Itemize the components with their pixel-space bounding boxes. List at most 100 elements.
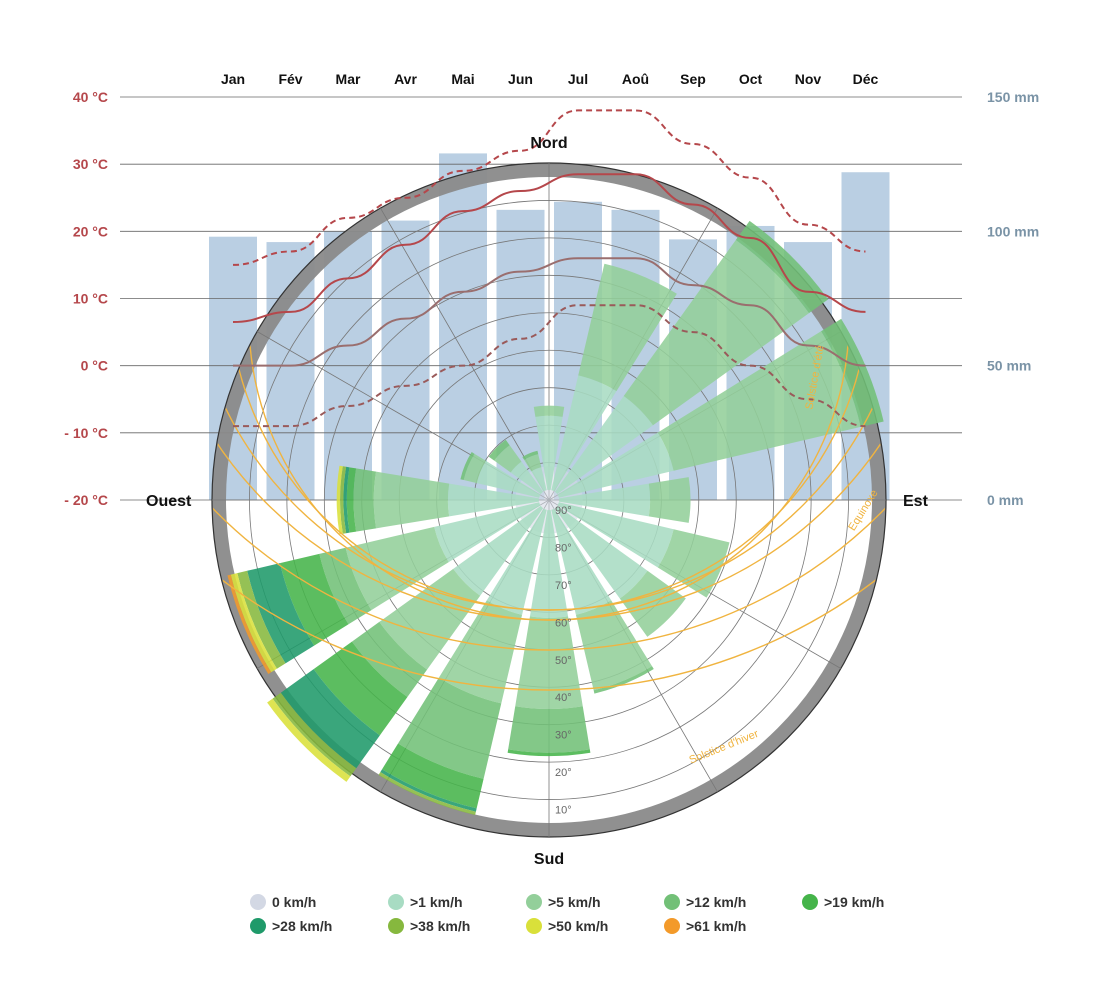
wind-sector bbox=[486, 508, 547, 615]
wind-sector bbox=[247, 563, 315, 664]
wind-sector bbox=[447, 483, 540, 517]
month-label: Nov bbox=[795, 71, 822, 87]
temperature-tick-label: - 20 °C bbox=[64, 492, 108, 508]
month-label: Jul bbox=[568, 71, 588, 87]
wind-sector bbox=[313, 641, 408, 736]
legend-swatch bbox=[526, 894, 542, 910]
sun-path-disc bbox=[211, 162, 887, 838]
wind-rose bbox=[227, 220, 884, 815]
wind-sector bbox=[336, 465, 343, 535]
wind-sector bbox=[280, 669, 380, 769]
wind-sector bbox=[494, 445, 522, 473]
legend-label: >61 km/h bbox=[686, 918, 747, 934]
altitude-label: 30° bbox=[555, 730, 572, 742]
wind-sector bbox=[398, 677, 502, 779]
wind-sector bbox=[554, 396, 653, 495]
sun-path bbox=[213, 164, 885, 691]
wind-sector bbox=[438, 600, 523, 704]
wind-sector bbox=[558, 483, 651, 517]
month-label: Jun bbox=[508, 71, 533, 87]
wind-sector bbox=[657, 529, 730, 598]
wind-sector bbox=[531, 467, 547, 492]
altitude-label: 50° bbox=[555, 655, 572, 667]
sun-path bbox=[213, 164, 885, 651]
precip-bar bbox=[381, 220, 430, 500]
legend-item: >61 km/h bbox=[664, 918, 746, 934]
legend-swatch bbox=[664, 894, 680, 910]
wind-sector bbox=[557, 502, 674, 568]
wind-sector bbox=[378, 772, 476, 815]
wind-sector bbox=[272, 692, 357, 777]
wind-sector bbox=[351, 621, 428, 698]
temperature-tick-label: 20 °C bbox=[73, 223, 108, 239]
wind-sector bbox=[460, 452, 475, 480]
altitude-label: 60° bbox=[555, 617, 572, 629]
wind-sector bbox=[267, 698, 351, 782]
temperature-tick-label: 10 °C bbox=[73, 291, 108, 307]
altitude-label: 20° bbox=[555, 767, 572, 779]
wind-sector bbox=[340, 466, 347, 534]
wind-sector bbox=[380, 769, 477, 812]
temperature-line bbox=[233, 257, 866, 367]
wind-sector bbox=[578, 263, 677, 392]
temperature-line bbox=[233, 304, 866, 428]
wind-sector bbox=[821, 318, 884, 427]
wind-sector bbox=[319, 547, 372, 625]
wind-sector bbox=[463, 453, 486, 484]
wind-sector bbox=[554, 505, 648, 599]
wind-sector bbox=[510, 461, 544, 495]
wind-sector bbox=[476, 460, 541, 498]
wind-sector bbox=[557, 432, 674, 498]
west-label: Ouest bbox=[146, 493, 192, 510]
legend-swatch bbox=[526, 918, 542, 934]
precipitation-tick-label: 100 mm bbox=[987, 223, 1039, 239]
legend-item: >28 km/h bbox=[250, 918, 332, 934]
legend-label: >50 km/h bbox=[548, 918, 609, 934]
wind-sector bbox=[345, 526, 449, 611]
legend-swatch bbox=[250, 894, 266, 910]
wind-sector bbox=[382, 743, 484, 809]
wind-sector bbox=[551, 375, 617, 492]
wind-sector bbox=[434, 502, 541, 563]
temperature-tick-label: 0 °C bbox=[81, 358, 108, 374]
wind-sector bbox=[529, 509, 569, 618]
wind-sector bbox=[373, 471, 450, 529]
legend-label: >12 km/h bbox=[686, 894, 747, 910]
legend-item: >19 km/h bbox=[802, 894, 884, 910]
wind-sector bbox=[648, 477, 691, 523]
wind-sector bbox=[237, 570, 286, 669]
altitude-label: 40° bbox=[555, 692, 572, 704]
legend-item: 0 km/h bbox=[250, 894, 316, 910]
month-label: Sep bbox=[680, 71, 706, 87]
legend-swatch bbox=[388, 918, 404, 934]
legend-swatch bbox=[802, 894, 818, 910]
wind-sector bbox=[619, 570, 686, 637]
precipitation-tick-label: 0 mm bbox=[987, 492, 1024, 508]
month-label: Oct bbox=[739, 71, 763, 87]
wind-sector bbox=[507, 749, 591, 757]
legend-label: >5 km/h bbox=[548, 894, 601, 910]
legend-label: >28 km/h bbox=[272, 918, 333, 934]
legend-item: >1 km/h bbox=[388, 894, 463, 910]
legend-label: 0 km/h bbox=[272, 894, 317, 910]
wind-sector bbox=[735, 220, 829, 314]
wind-sector bbox=[343, 466, 350, 534]
precipitation-tick-label: 150 mm bbox=[987, 89, 1039, 105]
temperature-lines bbox=[232, 109, 866, 428]
month-label: Mar bbox=[336, 71, 361, 87]
legend-item: >5 km/h bbox=[526, 894, 601, 910]
legend-item: >38 km/h bbox=[388, 918, 470, 934]
legend-label: >38 km/h bbox=[410, 918, 471, 934]
altitude-label: 10° bbox=[555, 805, 572, 817]
north-label: Nord bbox=[530, 135, 567, 152]
temperature-tick-label: 30 °C bbox=[73, 156, 108, 172]
month-label: Mai bbox=[451, 71, 474, 87]
wind-sector bbox=[488, 439, 510, 461]
south-label: Sud bbox=[534, 851, 564, 868]
legend-swatch bbox=[250, 918, 266, 934]
wind-sector bbox=[524, 454, 542, 472]
temperature-tick-label: - 10 °C bbox=[64, 425, 108, 441]
wind-sector bbox=[227, 574, 272, 675]
wind-sector bbox=[453, 505, 544, 596]
